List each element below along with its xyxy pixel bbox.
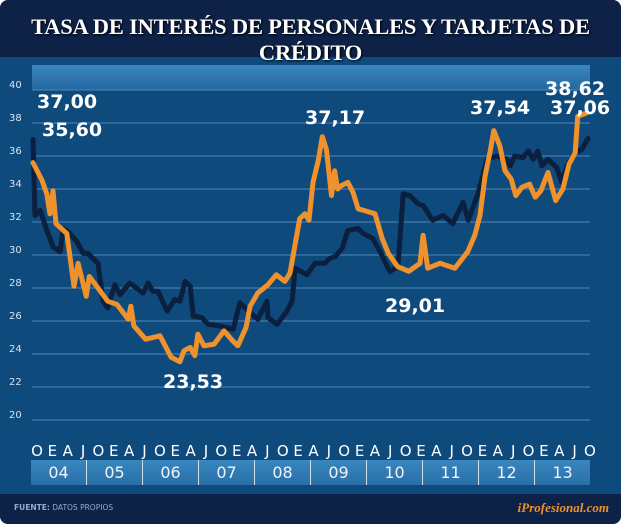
quarter-label: J (510, 442, 515, 460)
quarter-label: O (400, 442, 412, 460)
quarter-label: J (449, 442, 454, 460)
quarter-label: E (416, 442, 425, 460)
year-label: 09 (310, 460, 366, 485)
quarter-label: A (124, 442, 135, 460)
y-tick-label: 34 (9, 179, 22, 190)
y-tick-label: 24 (9, 344, 22, 355)
footer: FUENTE: DATOS PROPIOS iProfesional.com (0, 494, 621, 524)
quarter-label: J (203, 442, 208, 460)
quarter-label: A (63, 442, 74, 460)
source-label: FUENTE: (14, 503, 50, 512)
quarter-label: J (387, 442, 392, 460)
quarter-label: A (247, 442, 258, 460)
quarter-label: E (293, 442, 302, 460)
year-label: 12 (478, 460, 534, 485)
quarter-label: E (355, 442, 364, 460)
quarter-label: E (478, 442, 487, 460)
quarter-label: A (370, 442, 381, 460)
quarter-label: A (185, 442, 196, 460)
y-tick-label: 32 (9, 212, 22, 223)
data-label: 38,62 (545, 78, 605, 100)
quarter-label: E (539, 442, 548, 460)
quarter-label: E (109, 442, 118, 460)
year-label: 13 (534, 460, 590, 485)
quarter-label: J (80, 442, 85, 460)
data-label: 29,01 (385, 295, 445, 317)
y-tick-label: 22 (9, 377, 22, 388)
year-label: 04 (48, 463, 69, 482)
y-tick-label: 38 (9, 113, 22, 124)
title-bar: TASA DE INTERÉS DE PERSONALES Y TARJETAS… (0, 0, 621, 65)
quarter-label: J (571, 442, 576, 460)
quarter-label: A (431, 442, 442, 460)
quarter-label: E (232, 442, 241, 460)
data-label: 35,60 (42, 119, 102, 141)
year-label: 10 (366, 460, 422, 485)
y-tick-label: 26 (9, 311, 22, 322)
data-label: 23,53 (163, 371, 223, 393)
year-label: 07 (198, 460, 254, 485)
quarter-label: A (554, 442, 565, 460)
quarter-label: E (170, 442, 179, 460)
quarter-label: J (141, 442, 146, 460)
year-label: 06 (142, 460, 198, 485)
source-value: DATOS PROPIOS (52, 503, 114, 512)
series-line-orange (30, 110, 590, 365)
quarter-label: O (338, 442, 350, 460)
year-label: 11 (422, 460, 478, 485)
quarter-label: A (308, 442, 319, 460)
quarter-label: O (277, 442, 289, 460)
quarter-label: O (584, 442, 596, 460)
chart-title: TASA DE INTERÉS DE PERSONALES Y TARJETAS… (31, 14, 590, 65)
data-label: 37,17 (305, 107, 365, 129)
quarter-label: A (493, 442, 504, 460)
year-axis: 04 05 06 07 08 09 10 11 12 13 (31, 460, 590, 485)
y-tick-label: 20 (9, 410, 22, 421)
quarter-label: O (523, 442, 535, 460)
brand-logo: iProfesional.com (517, 500, 609, 515)
year-label: 08 (254, 460, 310, 485)
quarter-label: O (31, 442, 43, 460)
data-label: 37,00 (37, 91, 97, 113)
data-label: 37,54 (470, 97, 530, 119)
top-band (32, 65, 590, 90)
quarter-label: O (93, 442, 105, 460)
quarter-label: O (461, 442, 473, 460)
source-note: FUENTE: DATOS PROPIOS (14, 503, 113, 512)
quarter-label: J (264, 442, 269, 460)
quarter-label: O (215, 442, 227, 460)
data-label: 37,06 (550, 97, 610, 119)
y-tick-label: 40 (9, 80, 22, 91)
quarter-label: O (154, 442, 166, 460)
y-tick-label: 36 (9, 146, 22, 157)
year-label: 05 (86, 460, 142, 485)
quarter-label: J (326, 442, 331, 460)
quarter-label: E (48, 442, 57, 460)
y-tick-label: 28 (9, 278, 22, 289)
y-tick-label: 30 (9, 245, 22, 256)
